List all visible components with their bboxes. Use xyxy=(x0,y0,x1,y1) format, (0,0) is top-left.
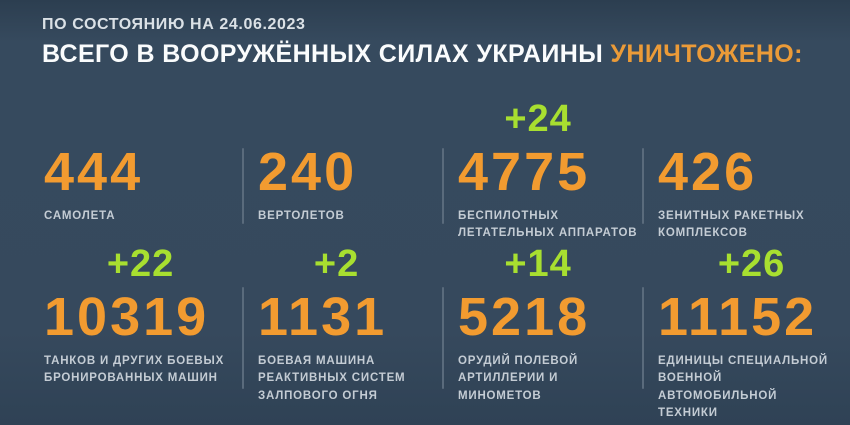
stat-delta: +26 xyxy=(717,243,786,285)
stat-cell-military-vehicles: +26 11152 ЕДИНИЦЫ СПЕЦИАЛЬНОЙ ВОЕННОЙ АВ… xyxy=(642,241,842,422)
page-title: ВСЕГО В ВООРУЖЁННЫХ СИЛАХ УКРАИНЫ УНИЧТО… xyxy=(42,40,840,69)
stat-label: ЗЕНИТНЫХ РАКЕТНЫХ КОМПЛЕКСОВ xyxy=(658,210,805,240)
stat-label: БЕСПИЛОТНЫХ ЛЕТАТЕЛЬНЫХ АППАРАТОВ xyxy=(458,210,638,240)
column-divider xyxy=(442,287,444,389)
stat-cell-artillery: +14 5218 ОРУДИЙ ПОЛЕВОЙ АРТИЛЛЕРИИ И МИН… xyxy=(442,241,642,422)
stat-stack: 426 xyxy=(658,96,757,201)
stat-value: 10319 xyxy=(44,287,210,347)
header: ПО СОСТОЯНИЮ НА 24.06.2023 ВСЕГО В ВООРУ… xyxy=(42,16,840,69)
stat-value: 240 xyxy=(258,142,358,202)
stat-stack: 444 xyxy=(44,96,143,201)
stat-label: ТАНКОВ И ДРУГИХ БОЕВЫХ БРОНИРОВАННЫХ МАШ… xyxy=(44,355,225,385)
stat-cell-uav: +24 4775 БЕСПИЛОТНЫХ ЛЕТАТЕЛЬНЫХ АППАРАТ… xyxy=(442,96,642,243)
stat-delta: +14 xyxy=(504,243,572,285)
stat-stack: +26 11152 xyxy=(658,241,817,346)
stat-label: САМОЛЕТА xyxy=(44,210,116,223)
stat-stack: 240 xyxy=(258,96,357,201)
column-divider xyxy=(642,148,644,224)
stat-delta xyxy=(58,96,157,144)
stat-value: 1131 xyxy=(258,287,388,347)
stat-stack: +2 1131 xyxy=(258,241,387,346)
stat-stack: +24 4775 xyxy=(458,96,590,201)
stat-delta: +24 xyxy=(504,98,572,140)
stat-delta: +2 xyxy=(313,243,360,285)
stat-label: ВЕРТОЛЕТОВ xyxy=(258,210,345,223)
stat-value: 5218 xyxy=(458,287,591,347)
stat-cell-aircraft: 444 САМОЛЕТА xyxy=(42,96,242,243)
stat-value: 444 xyxy=(44,142,144,202)
title-main: ВСЕГО В ВООРУЖЁННЫХ СИЛАХ УКРАИНЫ xyxy=(42,40,604,68)
stats-row-1: 444 САМОЛЕТА 240 ВЕРТОЛЕТОВ +24 4775 БЕС… xyxy=(42,96,842,243)
as-of-date: ПО СОСТОЯНИЮ НА 24.06.2023 xyxy=(42,16,306,33)
stat-value: 11152 xyxy=(658,287,818,347)
stat-delta: +22 xyxy=(106,243,175,285)
stat-value: 426 xyxy=(658,142,758,202)
stat-cell-mlrs: +2 1131 БОЕВАЯ МАШИНА РЕАКТИВНЫХ СИСТЕМ … xyxy=(242,241,442,422)
stat-label: БОЕВАЯ МАШИНА РЕАКТИВНЫХ СИСТЕМ ЗАЛПОВОГ… xyxy=(258,355,406,402)
stat-label: ОРУДИЙ ПОЛЕВОЙ АРТИЛЛЕРИИ И МИНОМЕТОВ xyxy=(458,355,579,402)
stat-label: ЕДИНИЦЫ СПЕЦИАЛЬНОЙ ВОЕННОЙ АВТОМОБИЛЬНО… xyxy=(658,355,828,419)
stat-delta xyxy=(672,96,771,144)
stat-cell-tanks: +22 10319 ТАНКОВ И ДРУГИХ БОЕВЫХ БРОНИРО… xyxy=(42,241,242,422)
stat-stack: +14 5218 xyxy=(458,241,590,346)
column-divider xyxy=(442,148,444,224)
stat-cell-sam-systems: 426 ЗЕНИТНЫХ РАКЕТНЫХ КОМПЛЕКСОВ xyxy=(642,96,842,243)
stat-delta xyxy=(272,96,371,144)
stat-stack: +22 10319 xyxy=(44,241,209,346)
column-divider xyxy=(642,287,644,389)
stat-cell-helicopters: 240 ВЕРТОЛЕТОВ xyxy=(242,96,442,243)
column-divider xyxy=(242,287,244,389)
column-divider xyxy=(242,148,244,224)
stats-row-2: +22 10319 ТАНКОВ И ДРУГИХ БОЕВЫХ БРОНИРО… xyxy=(42,241,842,422)
stat-value: 4775 xyxy=(458,142,591,202)
title-accent: УНИЧТОЖЕНО: xyxy=(610,40,803,68)
